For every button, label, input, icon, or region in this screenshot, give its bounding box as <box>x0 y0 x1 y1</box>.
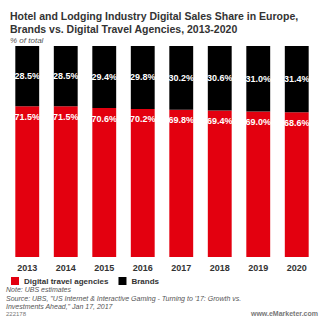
svg-text:Investments Ahead," Jan 17, 20: Investments Ahead," Jan 17, 2017 <box>6 303 114 310</box>
svg-text:69.0%: 69.0% <box>245 117 271 127</box>
svg-text:2017: 2017 <box>171 263 191 273</box>
svg-text:31.4%: 31.4% <box>284 74 310 84</box>
svg-text:70.2%: 70.2% <box>130 114 156 124</box>
svg-text:71.5%: 71.5% <box>53 112 79 122</box>
svg-text:222178: 222178 <box>6 311 27 317</box>
svg-text:2019: 2019 <box>248 263 268 273</box>
svg-text:30.6%: 30.6% <box>207 73 233 83</box>
svg-text:28.5%: 28.5% <box>14 71 40 81</box>
svg-text:71.5%: 71.5% <box>14 112 40 122</box>
svg-text:29.4%: 29.4% <box>91 72 117 82</box>
svg-text:Brands vs. Digital Travel Agen: Brands vs. Digital Travel Agencies, 2013… <box>10 23 237 35</box>
svg-text:68.6%: 68.6% <box>284 118 310 128</box>
svg-text:69.4%: 69.4% <box>207 116 233 126</box>
svg-text:2020: 2020 <box>287 263 307 273</box>
svg-text:70.6%: 70.6% <box>91 114 117 124</box>
svg-text:2013: 2013 <box>17 263 37 273</box>
svg-text:Note: UBS estimates: Note: UBS estimates <box>6 286 71 293</box>
svg-text:31.0%: 31.0% <box>245 74 271 84</box>
svg-text:69.8%: 69.8% <box>168 115 194 125</box>
svg-text:29.8%: 29.8% <box>130 72 156 82</box>
svg-text:30.2%: 30.2% <box>168 73 194 83</box>
svg-text:2016: 2016 <box>133 263 153 273</box>
svg-text:Brands: Brands <box>131 277 159 286</box>
svg-text:www.eMarketer.com: www.eMarketer.com <box>250 310 318 317</box>
svg-text:Digital travel agencies: Digital travel agencies <box>24 277 109 286</box>
svg-text:% of total: % of total <box>10 36 44 45</box>
svg-text:2018: 2018 <box>210 263 230 273</box>
svg-text:2014: 2014 <box>56 263 76 273</box>
svg-text:28.5%: 28.5% <box>53 71 79 81</box>
svg-text:2015: 2015 <box>94 263 114 273</box>
svg-text:Hotel and Lodging Industry Dig: Hotel and Lodging Industry Digital Sales… <box>10 10 301 22</box>
svg-text:Source: UBS, "US Internet & In: Source: UBS, "US Internet & Interactive … <box>6 295 243 303</box>
